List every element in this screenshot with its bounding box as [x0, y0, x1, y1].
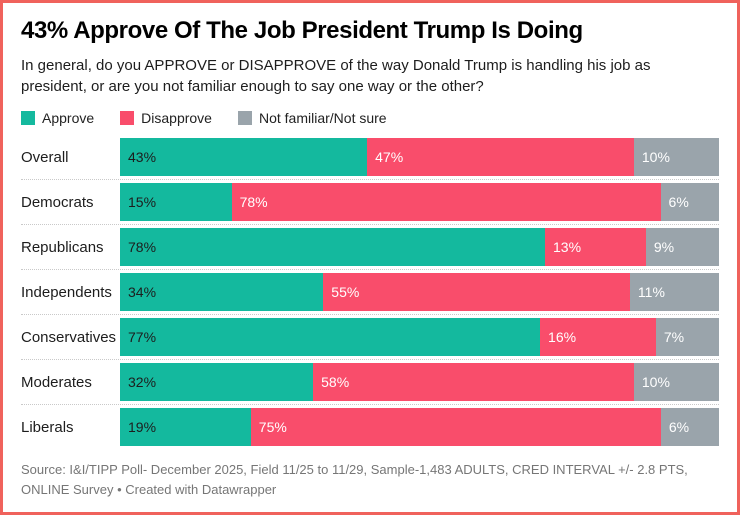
- bar-segment: 6%: [660, 408, 719, 447]
- bar-segment: 32%: [120, 363, 314, 402]
- chart-row: Liberals 19% 75% 6%: [21, 404, 719, 449]
- value-label: 11%: [637, 284, 665, 301]
- legend-swatch: [21, 111, 35, 126]
- value-label: 9%: [653, 239, 675, 256]
- value-label: 6%: [668, 194, 689, 211]
- bar-segment: 75%: [250, 408, 661, 447]
- stacked-bar: 43% 47% 10%: [120, 138, 719, 177]
- legend: Approve Disapprove Not familiar/Not sure: [21, 110, 719, 126]
- bar-segment: 77%: [120, 318, 541, 357]
- value-label: 13%: [553, 239, 582, 256]
- legend-swatch: [120, 111, 135, 126]
- legend-label: Approve: [42, 110, 95, 127]
- stacked-bar: 34% 55% 11%: [120, 273, 719, 312]
- chart-row: Moderates 32% 58% 10%: [21, 359, 719, 404]
- value-label: 77%: [128, 329, 157, 346]
- bar-segment: 9%: [645, 228, 719, 267]
- category-label: Conservatives: [21, 328, 117, 346]
- bar-segment: 7%: [655, 318, 719, 357]
- page-title: 43% Approve Of The Job President Trump I…: [21, 17, 583, 44]
- bar-segment: 10%: [633, 363, 719, 402]
- stacked-bar: 78% 13% 9%: [120, 228, 719, 267]
- stacked-bar: 77% 16% 7%: [120, 318, 719, 357]
- stacked-bar: 19% 75% 6%: [120, 408, 719, 447]
- value-label: 43%: [128, 149, 157, 166]
- bar-segment: 34%: [120, 273, 324, 312]
- value-label: 6%: [668, 419, 690, 436]
- stacked-bar-chart: Overall 43% 47% 10% Democrats 15% 78% 6% Republi…: [21, 135, 719, 449]
- chart-row: Conservatives 77% 16% 7%: [21, 314, 719, 359]
- value-label: 75%: [258, 419, 287, 436]
- value-label: 47%: [375, 149, 404, 166]
- bar-segment: 6%: [660, 183, 719, 222]
- chart-row: Republicans 78% 13% 9%: [21, 224, 719, 269]
- source-note: Source: I&I/TIPP Poll- December 2025, Fi…: [21, 462, 688, 497]
- bar-segment: 11%: [629, 273, 719, 312]
- value-label: 58%: [321, 374, 350, 391]
- value-label: 16%: [548, 329, 577, 346]
- value-label: 34%: [128, 284, 157, 301]
- category-label: Independents: [21, 283, 112, 301]
- legend-item-not-familiar-not-sure: Not familiar/Not sure: [237, 110, 387, 127]
- category-label: Liberals: [21, 418, 74, 436]
- bar-segment: 78%: [120, 228, 546, 267]
- value-label: 7%: [663, 329, 685, 346]
- bar-segment: 15%: [120, 183, 232, 222]
- category-label: Republicans: [21, 238, 104, 256]
- value-label: 55%: [331, 284, 360, 301]
- chart-row: Independents 34% 55% 11%: [21, 269, 719, 314]
- bar-segment: 58%: [313, 363, 634, 402]
- category-label: Moderates: [21, 373, 92, 391]
- stacked-bar: 15% 78% 6%: [120, 183, 719, 222]
- legend-swatch: [237, 111, 252, 126]
- legend-item-approve: Approve: [21, 110, 94, 126]
- bar-segment: 47%: [367, 138, 634, 177]
- bar-segment: 43%: [120, 138, 368, 177]
- chart-row: Democrats 15% 78% 6%: [21, 179, 719, 224]
- bar-segment: 16%: [540, 318, 656, 357]
- bar-segment: 13%: [545, 228, 646, 267]
- bar-segment: 10%: [633, 138, 719, 177]
- value-label: 78%: [128, 239, 157, 256]
- bar-segment: 78%: [231, 183, 661, 222]
- value-label: 78%: [239, 194, 268, 211]
- legend-label: Not familiar/Not sure: [258, 110, 387, 127]
- legend-item-disapprove: Disapprove: [120, 110, 212, 126]
- value-label: 19%: [128, 419, 157, 436]
- value-label: 15%: [128, 194, 157, 211]
- value-label: 32%: [128, 374, 157, 391]
- chart-row: Overall 43% 47% 10%: [21, 135, 719, 179]
- bar-segment: 19%: [120, 408, 251, 447]
- legend-label: Disapprove: [141, 110, 212, 127]
- value-label: 10%: [641, 149, 670, 166]
- stacked-bar: 32% 58% 10%: [120, 363, 719, 402]
- category-label: Democrats: [21, 193, 94, 211]
- value-label: 10%: [641, 374, 670, 391]
- bar-segment: 55%: [323, 273, 630, 312]
- chart-subtitle: In general, do you APPROVE or DISAPPROVE…: [21, 56, 651, 96]
- category-label: Overall: [21, 148, 69, 166]
